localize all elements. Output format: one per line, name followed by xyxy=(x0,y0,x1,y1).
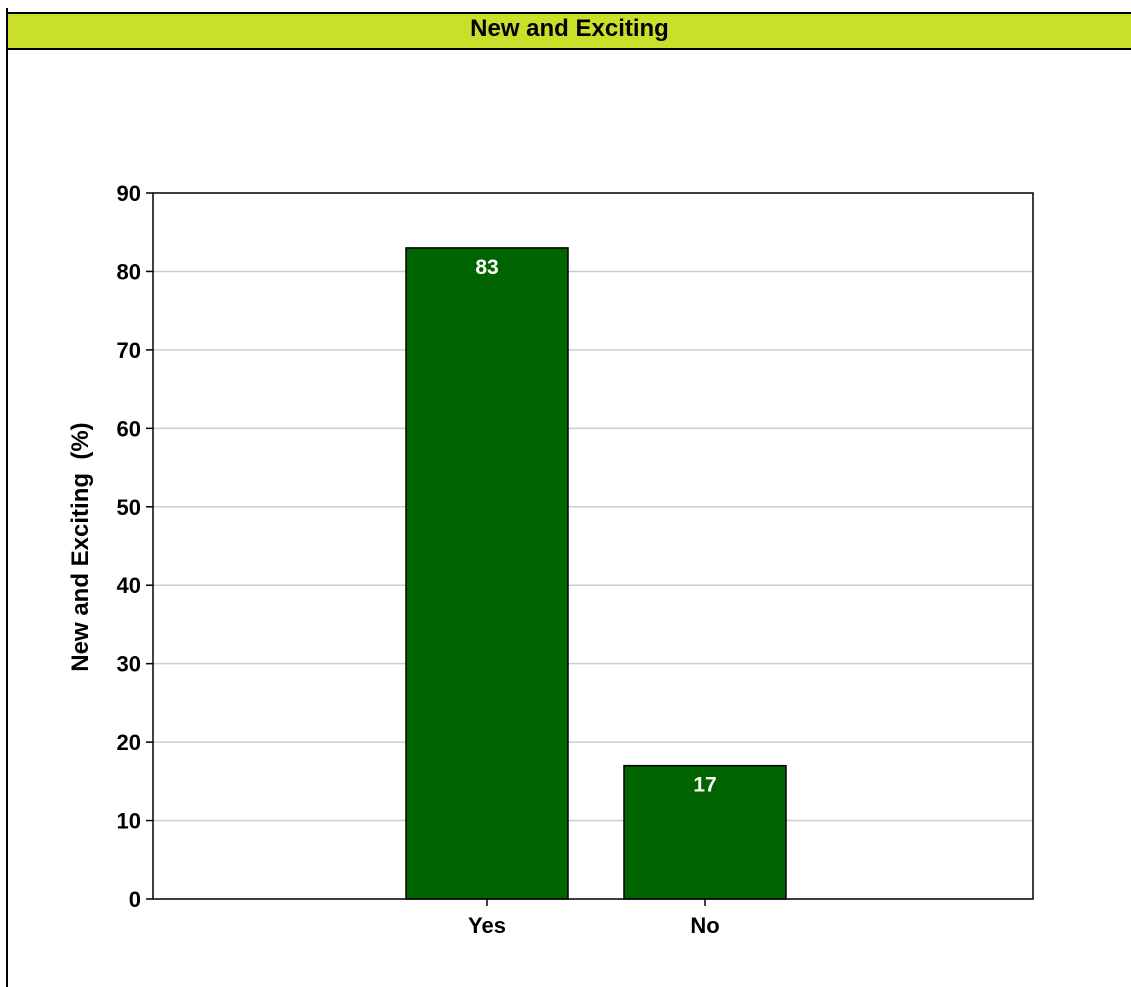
x-axis-labels: Yes No xyxy=(468,899,720,938)
y-tick-label: 50 xyxy=(117,495,141,520)
x-category-label: No xyxy=(690,913,719,938)
bars: 83 17 xyxy=(405,247,787,900)
x-category-label: Yes xyxy=(468,913,506,938)
y-axis-ticks: 0 10 20 30 40 50 60 70 80 90 xyxy=(117,181,153,912)
y-tick-label: 60 xyxy=(117,416,141,441)
bar-data-label: 83 xyxy=(475,256,498,279)
y-tick-label: 90 xyxy=(117,181,141,206)
y-tick-label: 30 xyxy=(117,652,141,677)
left-border xyxy=(6,8,8,987)
y-tick-label: 10 xyxy=(117,809,141,834)
y-axis-title: New and Exciting (%) xyxy=(67,422,94,671)
y-tick-label: 0 xyxy=(129,887,141,912)
y-tick-label: 20 xyxy=(117,730,141,755)
bar-data-label: 17 xyxy=(693,774,716,797)
plot-frame xyxy=(152,192,1034,900)
y-tick-label: 40 xyxy=(117,573,141,598)
y-tick-label: 70 xyxy=(117,338,141,363)
grid-lines xyxy=(153,270,1033,822)
bar-no xyxy=(623,764,787,900)
chart-title: New and Exciting xyxy=(470,15,669,42)
y-tick-label: 80 xyxy=(117,259,141,284)
chart-title-bar: New and Exciting xyxy=(8,12,1131,50)
bar-yes xyxy=(405,247,569,900)
